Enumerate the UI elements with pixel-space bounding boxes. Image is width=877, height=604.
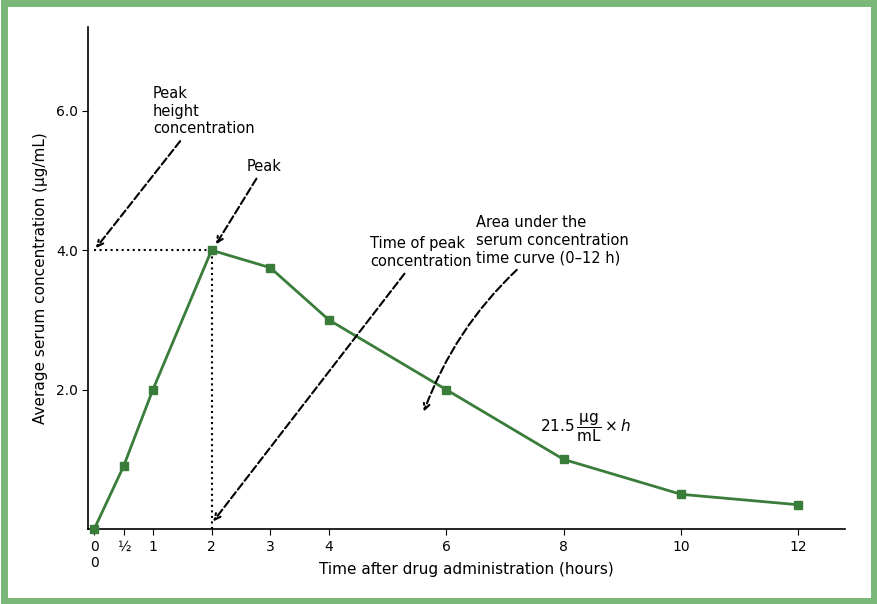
Text: Area under the
serum concentration
time curve (0–12 h): Area under the serum concentration time … bbox=[424, 216, 628, 410]
Text: Peak: Peak bbox=[217, 158, 282, 242]
Text: Time of peak
concentration: Time of peak concentration bbox=[215, 236, 471, 519]
Text: $21.5\,\dfrac{\mathregular{\mu g}}{\mathregular{mL}} \times h$: $21.5\,\dfrac{\mathregular{\mu g}}{\math… bbox=[539, 412, 631, 445]
X-axis label: Time after drug administration (hours): Time after drug administration (hours) bbox=[319, 562, 614, 577]
Text: Peak
height
concentration: Peak height concentration bbox=[97, 86, 254, 246]
Y-axis label: Average serum concentration (μg/mL): Average serum concentration (μg/mL) bbox=[32, 132, 47, 424]
Text: 0: 0 bbox=[89, 556, 98, 570]
